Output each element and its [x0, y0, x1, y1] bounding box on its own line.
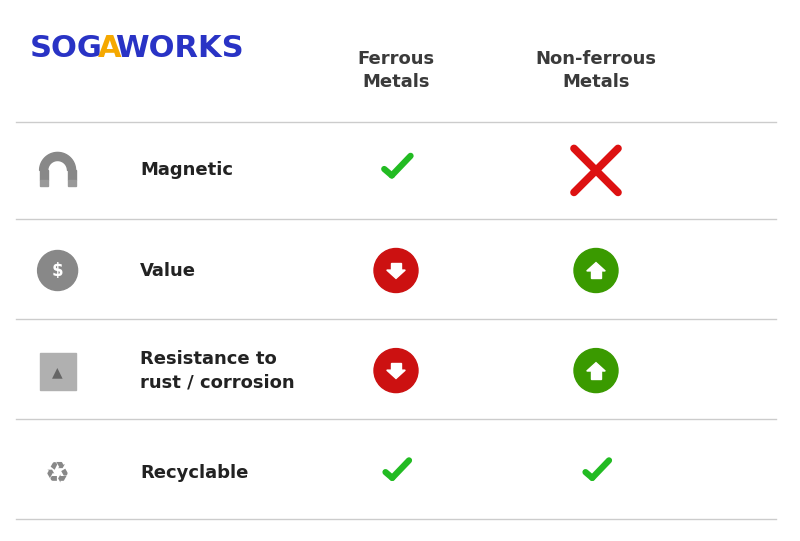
- Polygon shape: [391, 362, 401, 370]
- Text: Ferrous
Metals: Ferrous Metals: [358, 50, 434, 91]
- Polygon shape: [591, 271, 601, 279]
- Polygon shape: [386, 370, 406, 379]
- Text: ▲: ▲: [52, 365, 63, 379]
- Text: ♻: ♻: [45, 459, 70, 487]
- Polygon shape: [586, 362, 606, 371]
- Circle shape: [574, 248, 618, 293]
- Circle shape: [38, 250, 78, 291]
- Polygon shape: [391, 262, 401, 270]
- Text: Non-ferrous
Metals: Non-ferrous Metals: [535, 50, 657, 91]
- Bar: [39, 353, 75, 391]
- Polygon shape: [591, 371, 601, 379]
- Text: WORKS: WORKS: [115, 34, 244, 63]
- Text: SOG: SOG: [30, 34, 103, 63]
- Text: Value: Value: [140, 261, 196, 280]
- Text: Recyclable: Recyclable: [140, 464, 248, 483]
- Text: Resistance to
rust / corrosion: Resistance to rust / corrosion: [140, 350, 294, 391]
- Circle shape: [374, 248, 418, 293]
- Text: Magnetic: Magnetic: [140, 161, 233, 180]
- Polygon shape: [386, 270, 406, 279]
- Polygon shape: [586, 262, 606, 271]
- Circle shape: [574, 348, 618, 393]
- Text: A: A: [98, 34, 122, 63]
- Polygon shape: [39, 170, 48, 180]
- Polygon shape: [39, 180, 48, 186]
- Polygon shape: [67, 180, 75, 186]
- Polygon shape: [67, 170, 75, 180]
- Circle shape: [374, 348, 418, 393]
- Text: $: $: [52, 261, 63, 280]
- Polygon shape: [39, 153, 75, 170]
